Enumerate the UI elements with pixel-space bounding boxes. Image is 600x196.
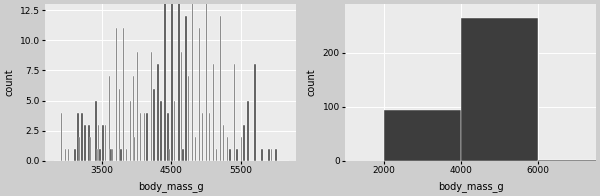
Bar [227, 137, 228, 161]
Bar [160, 101, 161, 161]
Bar [178, 0, 179, 161]
Bar [130, 101, 131, 161]
Bar [188, 76, 190, 161]
Bar [140, 113, 141, 161]
Bar [181, 52, 182, 161]
Bar [199, 28, 200, 161]
Bar [220, 16, 221, 161]
Bar [213, 64, 214, 161]
Bar [119, 89, 120, 161]
Bar [271, 149, 272, 161]
Bar [229, 149, 231, 161]
Y-axis label: count: count [4, 69, 14, 96]
Bar [275, 149, 277, 161]
Bar [243, 125, 245, 161]
Bar [461, 18, 538, 161]
X-axis label: body_mass_g: body_mass_g [138, 181, 203, 192]
Y-axis label: count: count [307, 69, 317, 96]
Bar [209, 113, 210, 161]
Bar [254, 64, 256, 161]
Bar [110, 149, 112, 161]
X-axis label: body_mass_g: body_mass_g [438, 181, 503, 192]
Bar [182, 149, 184, 161]
Bar [169, 149, 170, 161]
Bar [174, 101, 175, 161]
Bar [185, 16, 187, 161]
Bar [172, 0, 173, 161]
Bar [77, 113, 79, 161]
Bar [202, 113, 203, 161]
Bar [192, 0, 193, 161]
Bar [261, 149, 263, 161]
Bar [195, 137, 196, 161]
Bar [100, 149, 101, 161]
Bar [241, 137, 242, 161]
Bar [133, 76, 134, 161]
Bar [88, 125, 89, 161]
Bar [79, 137, 80, 161]
Bar [143, 113, 145, 161]
Bar [89, 137, 91, 161]
Bar [157, 64, 159, 161]
Bar [134, 137, 136, 161]
Bar [61, 113, 62, 161]
Bar [123, 28, 124, 161]
Bar [102, 125, 104, 161]
Bar [112, 149, 113, 161]
Bar [98, 125, 100, 161]
Bar [120, 149, 122, 161]
Bar [74, 149, 76, 161]
Bar [97, 149, 98, 161]
Bar [65, 149, 66, 161]
Bar [116, 28, 118, 161]
Bar [151, 52, 152, 161]
Bar [109, 76, 110, 161]
Bar [538, 160, 600, 161]
Bar [137, 52, 138, 161]
Bar [223, 125, 224, 161]
Bar [125, 149, 127, 161]
Bar [233, 64, 235, 161]
Bar [146, 113, 148, 161]
Bar [384, 110, 461, 161]
Bar [68, 149, 69, 161]
Bar [206, 0, 208, 161]
Bar [84, 125, 86, 161]
Bar [247, 101, 249, 161]
Bar [164, 0, 166, 161]
Bar [236, 149, 238, 161]
Bar [215, 149, 217, 161]
Bar [167, 113, 169, 161]
Bar [82, 113, 83, 161]
Bar [95, 101, 97, 161]
Bar [154, 89, 155, 161]
Bar [105, 125, 106, 161]
Bar [268, 149, 269, 161]
